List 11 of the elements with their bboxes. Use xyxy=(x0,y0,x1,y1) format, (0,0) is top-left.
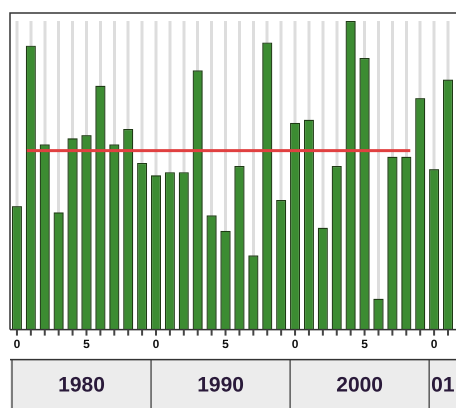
x-tick-label: 0 xyxy=(152,337,160,352)
x-tick-label: 5 xyxy=(83,337,90,352)
text: 01 xyxy=(431,374,455,397)
text: 1980 xyxy=(58,374,105,397)
x-tick-label: 5 xyxy=(361,337,368,352)
text: 1990 xyxy=(197,374,244,397)
x-tick-label: 0 xyxy=(430,337,438,352)
x-tick-label: 0 xyxy=(292,337,299,352)
text: 2000 xyxy=(336,374,383,397)
x-tick-label: 0 xyxy=(14,337,21,352)
x-tick-label: 5 xyxy=(222,337,230,352)
